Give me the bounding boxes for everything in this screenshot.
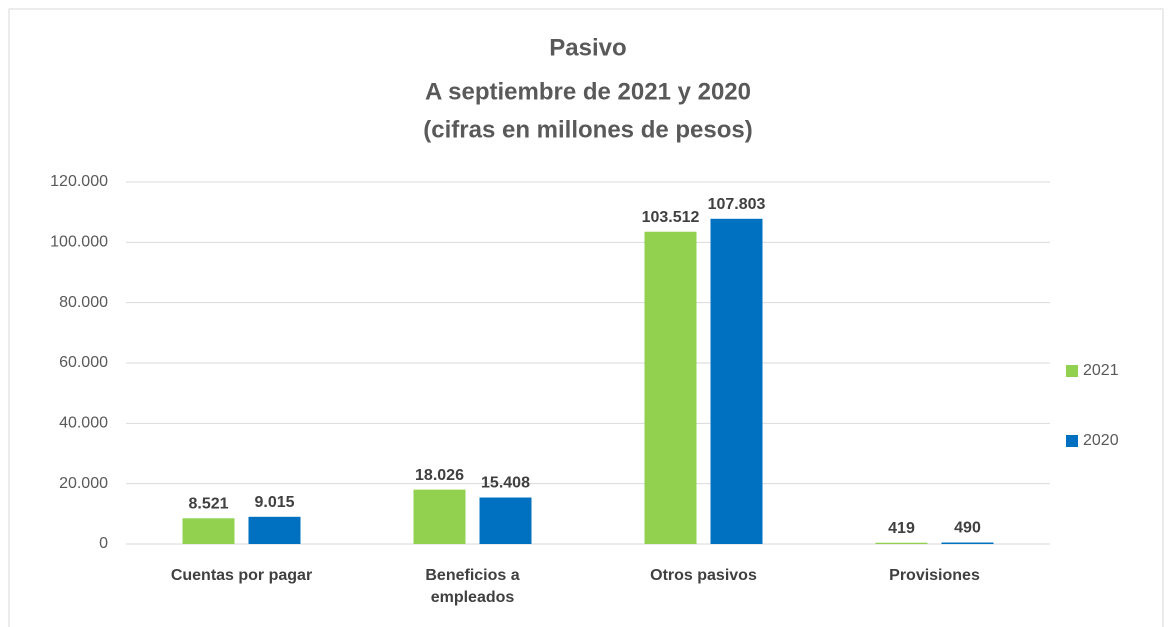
chart-title: Pasivo (549, 34, 626, 61)
y-tick-label: 100.000 (50, 234, 108, 251)
data-label: 18.026 (415, 467, 464, 484)
y-tick-label: 120.000 (50, 173, 108, 190)
data-label: 8.521 (188, 496, 228, 513)
bar (644, 231, 697, 544)
data-label: 419 (888, 520, 915, 537)
bar (182, 518, 235, 544)
chart-subtitle: A septiembre de 2021 y 2020 (425, 78, 751, 105)
x-tick-label: Otros pasivos (650, 567, 757, 584)
legend-label: 2021 (1083, 362, 1119, 379)
y-tick-label: 40.000 (59, 415, 108, 432)
bar (710, 218, 763, 544)
bar (413, 489, 466, 544)
y-tick-label: 0 (99, 535, 108, 552)
y-tick-label: 20.000 (59, 475, 108, 492)
legend-swatch (1066, 435, 1078, 447)
bar (248, 516, 301, 544)
x-tick-label: Provisiones (889, 567, 980, 584)
legend-label: 2020 (1083, 432, 1119, 449)
x-tick-label: Cuentas por pagar (170, 567, 313, 584)
data-label: 15.408 (481, 475, 530, 492)
chart-subtitle: (cifras en millones de pesos) (423, 116, 752, 143)
data-label: 9.015 (254, 494, 294, 511)
bar (479, 497, 532, 544)
bar (941, 542, 994, 544)
bar (875, 542, 928, 544)
data-label: 107.803 (708, 196, 766, 213)
y-tick-label: 80.000 (59, 294, 108, 311)
data-label: 103.512 (642, 209, 700, 226)
legend-swatch (1066, 365, 1078, 377)
y-tick-label: 60.000 (59, 354, 108, 371)
chart-frame (8, 8, 1164, 627)
data-label: 490 (954, 520, 981, 537)
x-tick-label: Beneficios a empleados (425, 567, 520, 606)
